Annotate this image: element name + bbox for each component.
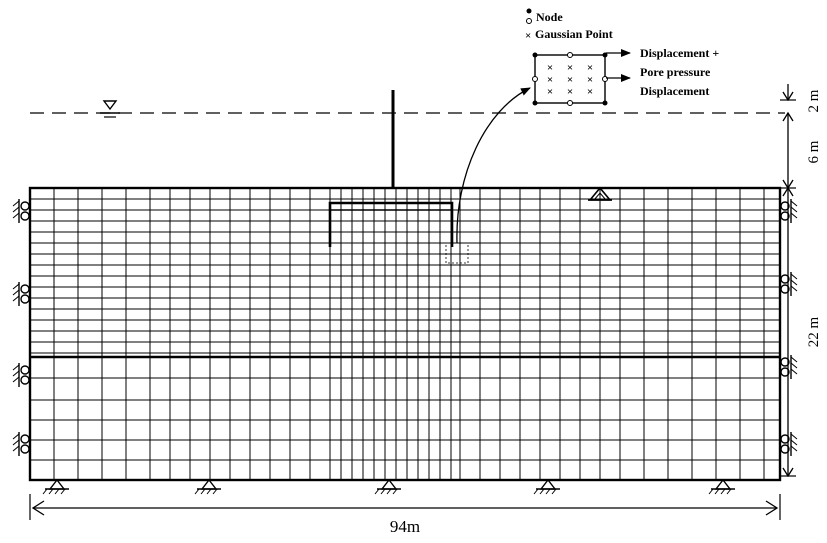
element-detail: × × ×× × ×× × × Displacement + Pore pressure D…	[532, 46, 719, 106]
bottom-pin-support	[374, 478, 401, 495]
mesh-boundary	[28, 186, 782, 482]
width-label: 94m	[390, 517, 420, 536]
foundation-outline	[328, 201, 454, 247]
right-roller-support	[780, 272, 798, 296]
legend-node-label: Node	[536, 10, 563, 24]
gauss-point-icon: ×	[547, 62, 553, 74]
gauss-point-icon: ×	[547, 74, 553, 86]
bottom-pin-support	[194, 478, 221, 495]
bottom-pin-support	[708, 478, 735, 495]
finite-element-mesh	[30, 188, 780, 480]
gauss-point-icon: ×	[587, 86, 593, 98]
bottom-pin-support	[533, 478, 560, 495]
element-detail-box: × × ×× × ×× × ×	[532, 52, 608, 106]
right-roller-support	[780, 355, 798, 379]
left-roller-support	[12, 282, 30, 306]
depth-dimensions: 2 m 6 m 22 m	[780, 84, 822, 478]
midside-node-icon	[567, 52, 573, 58]
midside-node-icon	[567, 100, 573, 106]
node-marker-hollow-icon	[526, 18, 532, 24]
water-depth-label: 2 m	[806, 89, 822, 112]
width-dimension: 94m	[29, 494, 781, 536]
right-roller-support	[780, 199, 798, 223]
node-marker-icon	[526, 8, 532, 14]
left-roller-support	[12, 199, 30, 223]
gauss-point-icon: ×	[567, 86, 573, 98]
legend: Node × Gaussian Point	[525, 8, 613, 42]
right-roller-supports	[780, 199, 798, 456]
structure-height-label: 6 m	[806, 140, 822, 163]
soil-depth-label: 22 m	[806, 316, 822, 347]
midside-node-icon	[532, 76, 538, 82]
gauss-point-icon: ×	[547, 86, 553, 98]
corner-node-icon	[602, 52, 608, 58]
callout-arrow	[456, 87, 531, 244]
left-roller-support	[12, 363, 30, 387]
gauss-point-icon: ×	[567, 74, 573, 86]
bottom-pin-supports	[42, 478, 735, 495]
legend-gauss-label: Gaussian Point	[535, 27, 613, 41]
surface-hinge-icon	[588, 186, 612, 201]
left-roller-support	[12, 432, 30, 456]
corner-node-icon	[532, 100, 538, 106]
gauss-point-icon: ×	[567, 62, 573, 74]
water-surface	[30, 100, 785, 118]
gauss-point-icon: ×	[587, 74, 593, 86]
left-roller-supports	[12, 199, 30, 456]
dof-label-3: Displacement	[640, 84, 709, 98]
dof-label-2: Pore pressure	[640, 65, 711, 79]
dof-arrows	[606, 49, 631, 82]
corner-node-icon	[532, 52, 538, 58]
right-roller-support	[780, 432, 798, 456]
gauss-point-icon: ×	[525, 30, 531, 42]
midside-node-icon	[602, 76, 608, 82]
gauss-point-icon: ×	[587, 62, 593, 74]
corner-node-icon	[602, 100, 608, 106]
dof-label-1: Displacement +	[640, 46, 719, 60]
bottom-pin-support	[42, 478, 69, 495]
water-level-symbol-icon	[100, 100, 120, 118]
selected-element-box	[445, 242, 469, 264]
